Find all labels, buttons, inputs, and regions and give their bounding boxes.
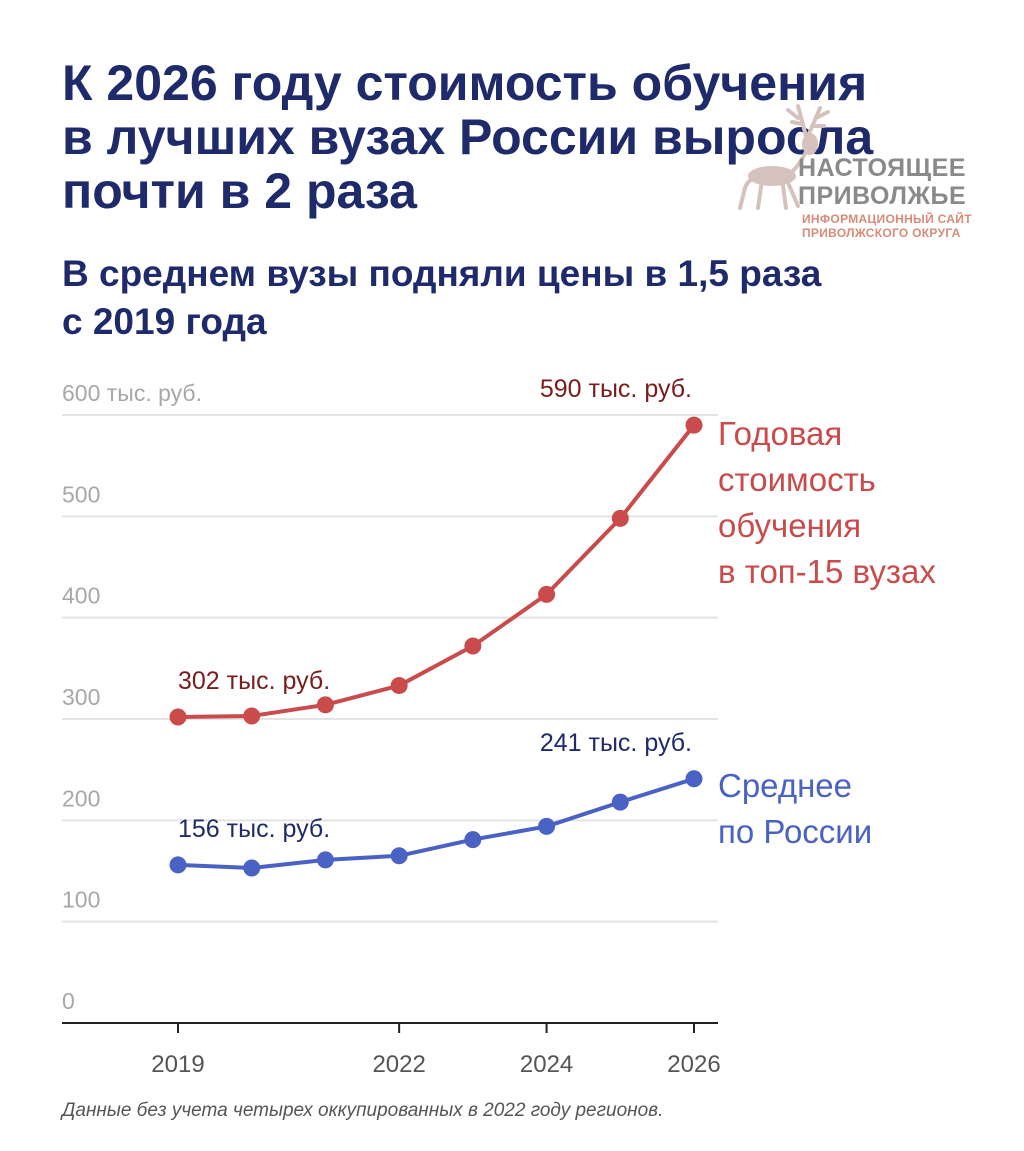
data-point: [243, 859, 261, 877]
series-line: [177, 423, 696, 719]
data-point: [464, 637, 482, 655]
data-label: 241 тыс. руб.: [540, 729, 692, 757]
data-point: [611, 509, 629, 527]
chart-subtitle: В среднем вузы подняли цены в 1,5 раза с…: [62, 250, 942, 346]
publisher-logo: НАСТОЯЩЕЕ ПРИВОЛЖЬЕ ИНФОРМАЦИОННЫЙ САЙТ …: [736, 96, 1006, 246]
data-point: [390, 677, 408, 695]
x-tick-label: 2026: [667, 1051, 720, 1078]
footnote: Данные без учета четырех оккупированных …: [62, 1100, 664, 1121]
x-tick-label: 2019: [151, 1051, 204, 1078]
y-tick-label: 100: [62, 887, 100, 913]
title-line: в лучших вузах России выросла: [62, 109, 874, 165]
data-point: [316, 696, 334, 714]
data-point: [169, 856, 187, 874]
data-point: [538, 585, 556, 603]
x-tick-label: 2022: [372, 1051, 425, 1078]
series-name: Годовая: [718, 415, 842, 452]
series-name: стоимость: [718, 461, 876, 498]
series-name: в топ-15 вузах: [718, 553, 936, 590]
data-point: [390, 847, 408, 865]
y-tick-label: 0: [62, 988, 75, 1014]
deer-icon: [738, 104, 830, 210]
logo-name: НАСТОЯЩЕЕ ПРИВОЛЖЬЕ: [798, 154, 967, 210]
title-line: К 2026 году стоимость обучения: [62, 55, 868, 111]
logo-tagline: ИНФОРМАЦИОННЫЙ САЙТ ПРИВОЛЖСКОГО ОКРУГА: [802, 212, 972, 240]
subtitle-line: В среднем вузы подняли цены в 1,5 раза: [62, 253, 822, 294]
data-point: [538, 817, 556, 835]
y-tick-label: 200: [62, 785, 100, 811]
chart-title: К 2026 году стоимость обучения в лучших …: [62, 56, 962, 218]
data-point: [611, 793, 629, 811]
data-point: [464, 831, 482, 849]
data-label: 590 тыс. руб.: [540, 375, 692, 403]
y-tick-label: 500: [62, 481, 100, 507]
data-point: [243, 707, 261, 725]
y-tick-label: 300: [62, 684, 100, 710]
title-line: почти в 2 раза: [62, 163, 417, 219]
data-point: [169, 708, 187, 726]
series-name: по России: [718, 813, 872, 850]
data-label: 156 тыс. руб.: [178, 815, 330, 843]
y-tick-label: 600 тыс. руб.: [62, 380, 202, 406]
x-tick-label: 2024: [520, 1051, 573, 1078]
data-point: [316, 851, 334, 869]
data-point: [685, 416, 703, 434]
series-line: [177, 776, 695, 870]
series-name: обучения: [718, 507, 861, 544]
data-point: [685, 770, 703, 788]
y-tick-label: 400: [62, 583, 100, 609]
series-name: Среднее: [718, 767, 852, 804]
data-label: 302 тыс. руб.: [178, 667, 330, 695]
subtitle-line: с 2019 года: [62, 301, 267, 342]
line-chart: 600 тыс. руб. 500 400 300 200 100 0 2019 2022 202…: [62, 375, 936, 1078]
